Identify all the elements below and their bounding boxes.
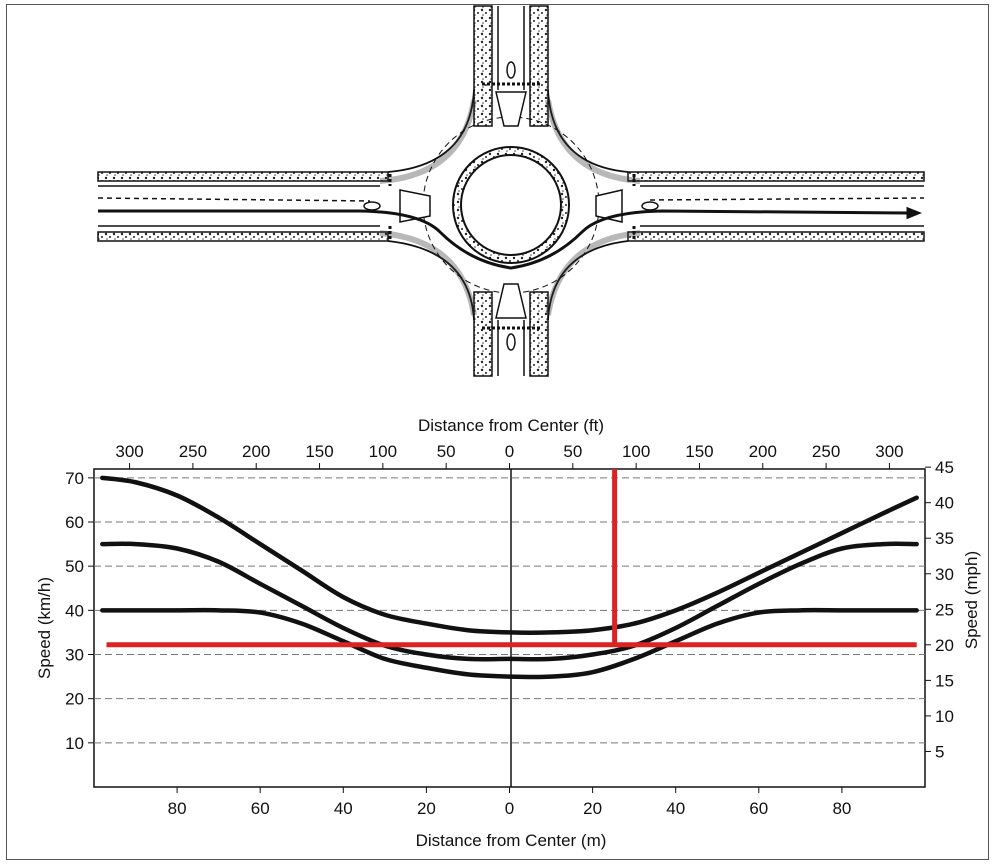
south-approach	[473, 291, 549, 377]
splitter-islands	[363, 61, 659, 351]
top-tick-label: 300	[875, 442, 903, 461]
top-tick-label: 50	[563, 442, 582, 461]
left-tick-label: 50	[65, 557, 84, 576]
north-approach	[473, 5, 549, 127]
bottom-tick-label: 40	[666, 799, 685, 818]
right-tick-label: 25	[935, 600, 954, 619]
red-annotation-lines	[106, 469, 917, 648]
right-axis-ticks: 5 10 15 20 25 30 35 40 45	[925, 458, 954, 761]
left-axis-title: Speed (km/h)	[35, 577, 54, 679]
bottom-tick-label: 80	[832, 799, 851, 818]
corner-curbs	[379, 89, 641, 321]
bottom-axis-title: Distance from Center (m)	[416, 831, 607, 850]
top-tick-label: 200	[242, 442, 270, 461]
bottom-tick-label: 20	[583, 799, 602, 818]
bottom-tick-label: 60	[749, 799, 768, 818]
top-tick-label: 250	[179, 442, 207, 461]
left-tick-label: 30	[65, 646, 84, 665]
bottom-tick-label: 40	[334, 799, 353, 818]
bottom-axis-ticks: 80 60 40 20 0 20 40 60 80	[168, 787, 851, 818]
top-tick-label: 250	[812, 442, 840, 461]
left-tick-label: 20	[65, 690, 84, 709]
through-path-arrow	[98, 206, 923, 270]
bottom-tick-label: 80	[168, 799, 187, 818]
top-axis-title: Distance from Center (ft)	[418, 416, 604, 435]
right-tick-label: 35	[935, 529, 954, 548]
bottom-tick-label: 20	[417, 799, 436, 818]
figure-frame	[6, 4, 989, 860]
speed-curve	[100, 475, 919, 635]
left-axis-ticks: 10 20 30 40 50 60 70	[65, 469, 94, 753]
right-tick-label: 15	[935, 671, 954, 690]
top-tick-label: 300	[115, 442, 143, 461]
right-tick-label: 40	[935, 494, 954, 513]
top-tick-label: 200	[749, 442, 777, 461]
crosswalks	[388, 82, 636, 330]
bottom-tick-label: 0	[505, 799, 514, 818]
right-tick-label: 20	[935, 636, 954, 655]
top-tick-label: 0	[505, 442, 514, 461]
left-tick-label: 40	[65, 601, 84, 620]
left-tick-label: 60	[65, 513, 84, 532]
right-axis-title: Speed (mph)	[962, 551, 981, 649]
speed-curve	[100, 541, 919, 662]
left-tick-label: 70	[65, 469, 84, 488]
left-tick-label: 10	[65, 734, 84, 753]
top-tick-label: 100	[369, 442, 397, 461]
roundabout-diagram	[97, 5, 925, 377]
top-tick-label: 150	[305, 442, 333, 461]
speed-curves	[100, 475, 919, 680]
top-axis-ticks: 300 250 200 150 100 50 0 50 100 150 200 250 300	[115, 442, 904, 469]
west-approach	[97, 171, 389, 242]
top-tick-label: 50	[437, 442, 456, 461]
right-tick-label: 10	[935, 707, 954, 726]
right-tick-label: 45	[935, 458, 954, 477]
top-tick-label: 100	[622, 442, 650, 461]
east-approach	[627, 171, 925, 242]
speed-curve	[100, 607, 919, 680]
top-tick-label: 150	[685, 442, 713, 461]
bottom-tick-label: 60	[251, 799, 270, 818]
right-tick-label: 30	[935, 565, 954, 584]
right-tick-label: 5	[935, 742, 944, 761]
